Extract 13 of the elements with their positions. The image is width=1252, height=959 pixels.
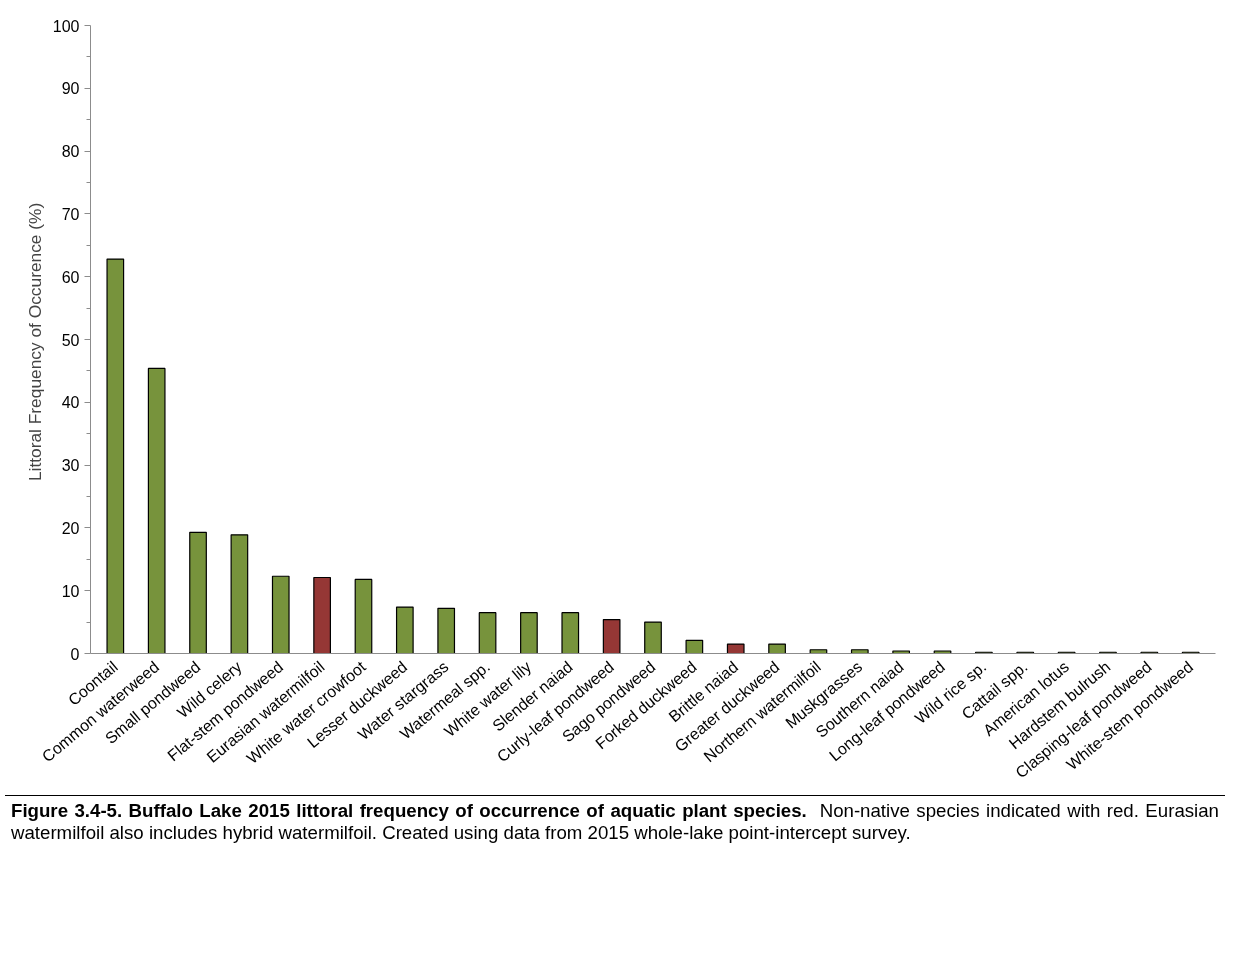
- text: Figure 3.4-5. Buffalo Lake 2015 littoral frequency of occurrence of aquatic plant species.: [11, 800, 807, 821]
- y-tick-label: 60: [61, 268, 80, 286]
- y-tick-label: 70: [61, 205, 80, 223]
- y-tick-label: 90: [61, 80, 80, 98]
- y-tick-label: 100: [52, 17, 80, 35]
- y-tick-label: 20: [61, 519, 80, 537]
- y-axis-title: Littoral Frequency of Occurence (%): [24, 202, 45, 482]
- y-tick-label: 10: [61, 582, 80, 600]
- y-tick-label: 80: [61, 143, 80, 161]
- y-tick-label: 0: [70, 645, 80, 663]
- y-tick-label: 30: [61, 457, 80, 475]
- y-tick-label: 40: [61, 394, 80, 412]
- y-tick-label: 50: [61, 331, 80, 349]
